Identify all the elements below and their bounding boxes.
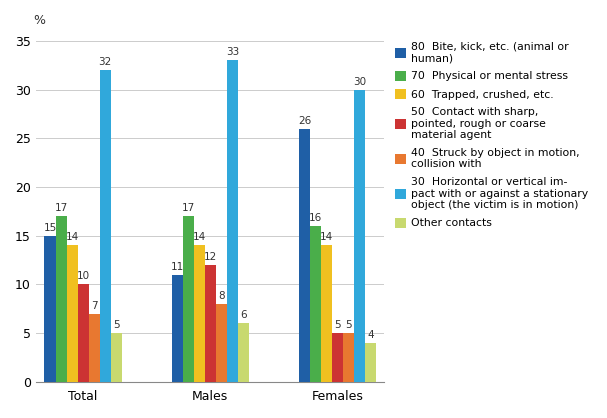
Text: 4: 4: [367, 330, 374, 340]
Bar: [310, 226, 321, 382]
Text: 30: 30: [353, 76, 366, 87]
Bar: [172, 275, 183, 382]
Text: 12: 12: [204, 252, 217, 262]
Bar: [238, 323, 249, 382]
Text: 11: 11: [171, 262, 184, 272]
Text: 32: 32: [98, 57, 112, 67]
Text: 26: 26: [298, 116, 311, 125]
Text: 15: 15: [43, 223, 56, 233]
Bar: [183, 216, 194, 382]
Bar: [78, 284, 89, 382]
Bar: [321, 245, 332, 382]
Text: 17: 17: [181, 203, 195, 213]
Bar: [332, 333, 343, 382]
Text: 14: 14: [66, 232, 79, 242]
Legend: 80  Bite, kick, etc. (animal or
human), 70  Physical or mental stress, 60  Trapp: 80 Bite, kick, etc. (animal or human), 7…: [393, 39, 591, 231]
Bar: [55, 216, 67, 382]
Text: 8: 8: [218, 291, 225, 301]
Text: 10: 10: [76, 271, 90, 281]
Bar: [44, 236, 55, 382]
Text: 6: 6: [240, 310, 246, 320]
Text: 5: 5: [334, 320, 341, 330]
Bar: [205, 265, 216, 382]
Bar: [227, 60, 238, 382]
Text: 16: 16: [309, 213, 322, 223]
Text: 14: 14: [192, 232, 206, 242]
Text: 14: 14: [320, 232, 333, 242]
Text: 33: 33: [226, 47, 239, 57]
Bar: [343, 333, 354, 382]
Text: 5: 5: [113, 320, 120, 330]
Text: 17: 17: [55, 203, 67, 213]
Bar: [100, 70, 110, 382]
Bar: [299, 128, 310, 382]
Text: 7: 7: [91, 301, 97, 311]
Bar: [89, 314, 100, 382]
Text: 5: 5: [345, 320, 352, 330]
Text: %: %: [33, 14, 45, 27]
Bar: [354, 89, 365, 382]
Bar: [67, 245, 78, 382]
Bar: [365, 343, 376, 382]
Bar: [216, 304, 227, 382]
Bar: [110, 333, 121, 382]
Bar: [194, 245, 205, 382]
